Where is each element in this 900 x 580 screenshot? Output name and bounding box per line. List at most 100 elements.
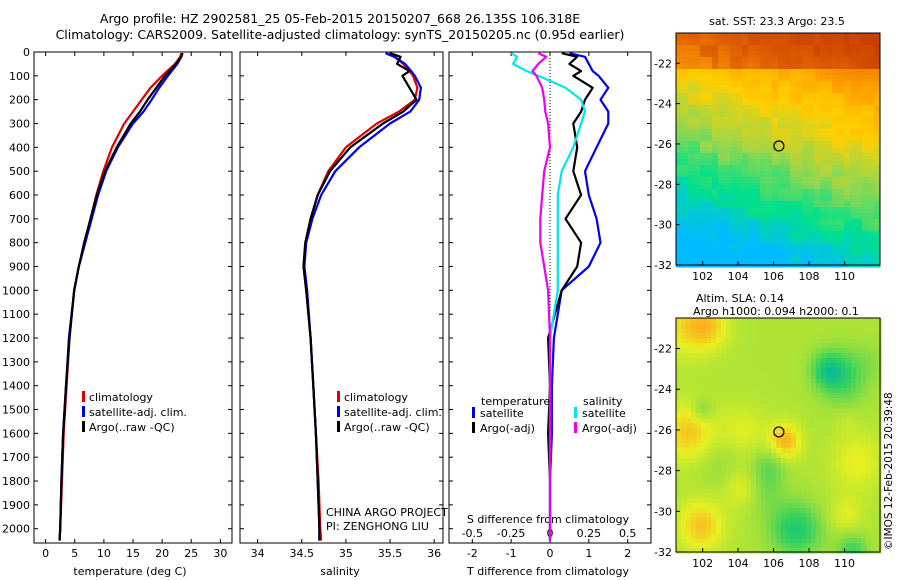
map-cell [836, 398, 842, 404]
map-cell [706, 478, 712, 484]
map-cell [681, 443, 687, 449]
map-cell [700, 57, 707, 64]
map-cell [730, 105, 737, 112]
map-cell [868, 63, 875, 70]
map-cell [771, 523, 777, 529]
map-field [676, 318, 882, 554]
map-cell [766, 219, 773, 226]
map-cell [718, 147, 725, 154]
map-cell [748, 255, 755, 262]
map-cell [776, 328, 782, 334]
map-cell [861, 388, 867, 394]
map-cell [868, 39, 875, 46]
map-cell [771, 528, 777, 534]
map-cell [831, 488, 837, 494]
map-cell [866, 348, 872, 354]
map-cell [791, 323, 797, 329]
map-cell [766, 358, 772, 364]
map-cell [701, 508, 707, 514]
map-cell [761, 418, 767, 424]
map-cell [676, 453, 682, 459]
map-cell [771, 423, 777, 429]
map-cell [721, 433, 727, 439]
map-cell [826, 513, 832, 519]
map-cell [701, 343, 707, 349]
map-cell [781, 363, 787, 369]
map-cell [691, 463, 697, 469]
map-cell [801, 358, 807, 364]
map-cell [766, 135, 773, 142]
map-cell [766, 428, 772, 434]
map-cell [841, 548, 847, 554]
map-cell [746, 488, 752, 494]
map-cell [806, 463, 812, 469]
map-cell [861, 438, 867, 444]
map-cell [856, 165, 863, 172]
map-cell [826, 488, 832, 494]
map-cell [866, 363, 872, 369]
map-cell [821, 408, 827, 414]
map-cell [862, 81, 869, 88]
map-cell [874, 111, 881, 118]
map-cell [751, 538, 757, 544]
map-cell [724, 141, 731, 148]
map-cell [691, 373, 697, 379]
map-cell [826, 468, 832, 474]
map-cell [691, 543, 697, 549]
map-cell [694, 171, 701, 178]
map-cell [796, 87, 803, 94]
map-cell [816, 408, 822, 414]
map-cell [856, 538, 862, 544]
map-cell [776, 408, 782, 414]
map-cell [742, 201, 749, 208]
map-cell [841, 403, 847, 409]
map-cell [691, 498, 697, 504]
map-cell [751, 508, 757, 514]
map-cell [846, 478, 852, 484]
map-cell [716, 523, 722, 529]
map-cell [866, 333, 872, 339]
map-cell [771, 443, 777, 449]
map-cell [686, 398, 692, 404]
map-cell [696, 508, 702, 514]
map-cell [688, 75, 695, 82]
map-cell [814, 165, 821, 172]
map-cell [814, 123, 821, 130]
map-cell [766, 398, 772, 404]
map-cell [748, 147, 755, 154]
map-cell [874, 147, 881, 154]
map-cell [836, 423, 842, 429]
map-cell [718, 129, 725, 136]
map-cell [718, 51, 725, 58]
map-cell [836, 538, 842, 544]
map-cell [730, 57, 737, 64]
map-cell [766, 363, 772, 369]
map-cell [706, 249, 713, 256]
map-cell [778, 219, 785, 226]
depth-tick-label: 1200 [2, 332, 30, 345]
map-cell [736, 463, 742, 469]
map-cell [706, 363, 712, 369]
map-cell [802, 189, 809, 196]
map-cell [676, 363, 682, 369]
map-cell [831, 378, 837, 384]
map-cell [821, 428, 827, 434]
map-cell [736, 219, 743, 226]
map-cell [676, 418, 682, 424]
map-cell [841, 488, 847, 494]
x-tick-label: 1 [585, 547, 592, 560]
map-cell [838, 51, 845, 58]
map-cell [784, 81, 791, 88]
map-cell [826, 135, 833, 142]
map-cell [706, 63, 713, 70]
map-cell [801, 533, 807, 539]
map-cell [700, 45, 707, 52]
map-cell [694, 159, 701, 166]
map-cell [871, 368, 877, 374]
map-cell [771, 343, 777, 349]
map-cell [696, 503, 702, 509]
map-cell [706, 463, 712, 469]
map-y-tick-label: -32 [654, 546, 672, 559]
depth-tick-label: 900 [9, 261, 30, 274]
map-cell [676, 483, 682, 489]
